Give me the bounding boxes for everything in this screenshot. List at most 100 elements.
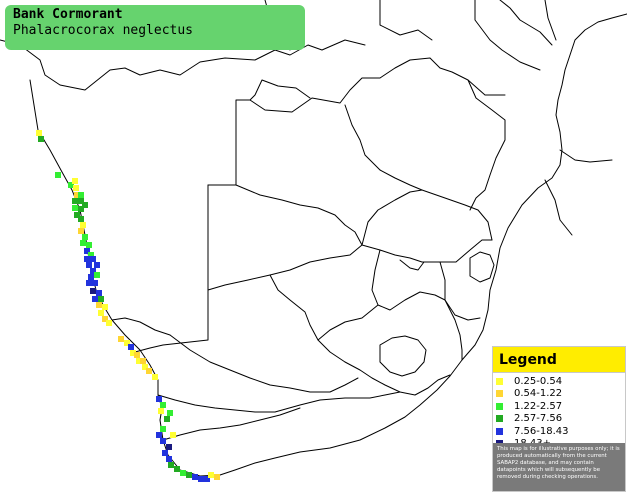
border-province-11	[162, 407, 301, 441]
occurrence-cell	[90, 288, 96, 294]
occurrence-cell	[180, 470, 186, 476]
border-province-10	[157, 391, 401, 413]
border-province-5	[269, 274, 346, 363]
occurrence-cell	[168, 462, 174, 468]
border-limpopo	[361, 189, 493, 246]
legend-item-label: 2.57-7.56	[514, 413, 563, 425]
occurrence-cell	[208, 472, 214, 478]
occurrence-cell	[102, 304, 108, 310]
occurrence-cell	[96, 302, 102, 308]
legend-swatch	[496, 415, 503, 423]
occurrence-cell	[156, 396, 162, 402]
occurrence-cell	[78, 216, 84, 222]
occurrence-cell	[94, 272, 100, 278]
border-north-4	[474, 0, 541, 71]
border-province-4	[207, 244, 363, 291]
occurrence-cell	[78, 206, 84, 212]
occurrence-cell	[80, 240, 86, 246]
border-misc-1	[399, 259, 425, 271]
occurrence-cell	[98, 310, 104, 316]
occurrence-cell	[124, 340, 130, 346]
occurrence-cell	[130, 350, 136, 356]
occurrence-cell	[72, 198, 78, 204]
occurrence-cell	[198, 476, 204, 482]
occurrence-cell	[156, 432, 162, 438]
occurrence-cell	[158, 408, 164, 414]
occurrence-cell	[174, 466, 180, 472]
border-north-1	[0, 39, 366, 91]
legend-item-label: 1.22-2.57	[514, 400, 563, 412]
border-province-2	[371, 249, 446, 311]
occurrence-cell	[86, 242, 92, 248]
border-province-1	[361, 239, 493, 263]
border-namibia-east	[207, 99, 251, 186]
border-botswana	[249, 57, 506, 113]
occurrence-cell	[142, 364, 148, 370]
border-eswatini	[469, 251, 495, 283]
occurrence-cell	[72, 205, 78, 211]
occurrence-cell	[98, 296, 104, 302]
legend-swatch	[496, 402, 503, 410]
species-common-name: Bank Cormorant	[13, 7, 123, 22]
occurrence-cell	[88, 274, 94, 280]
occurrence-cell	[118, 336, 124, 342]
border-caprivi	[249, 79, 311, 101]
occurrence-cell	[146, 368, 152, 374]
border-north-6	[544, 0, 557, 41]
legend-panel: Legend 0.25-0.54 0.54-1.22 1.22-2.57 2.5…	[492, 346, 626, 492]
border-misc-3	[544, 179, 573, 236]
legend-item: 0.25-0.54	[493, 375, 625, 388]
border-north-3	[379, 0, 433, 41]
occurrence-cell	[164, 416, 170, 422]
occurrence-cell	[160, 426, 166, 432]
occurrence-cell	[73, 185, 79, 191]
occurrence-cell	[72, 178, 78, 184]
species-title-box: Bank Cormorant Phalacrocorax neglectus	[5, 5, 305, 50]
species-scientific-name: Phalacrocorax neglectus	[13, 23, 194, 38]
occurrence-cell	[160, 438, 166, 444]
occurrence-cell	[36, 130, 42, 136]
legend-disclaimer: This map is for illustrative purposes on…	[493, 443, 625, 491]
border-orange-river	[111, 317, 171, 336]
border-misc-2	[559, 149, 613, 163]
occurrence-cell	[84, 248, 90, 254]
occurrence-cell	[102, 316, 108, 322]
border-province-8	[317, 304, 379, 341]
occurrence-cell	[140, 358, 146, 364]
legend-swatch	[496, 427, 503, 435]
occurrence-cell	[74, 212, 80, 218]
occurrence-cell	[78, 198, 84, 204]
occurrence-cell	[90, 268, 96, 274]
occurrence-cell	[204, 476, 210, 482]
border-zim-botswana	[344, 104, 423, 191]
occurrence-cell	[128, 344, 134, 350]
border-zim-moz	[467, 79, 506, 211]
border-north-5	[499, 0, 553, 46]
legend-item: 1.22-2.57	[493, 400, 625, 413]
occurrence-cell	[68, 182, 74, 188]
occurrence-cell	[160, 402, 166, 408]
occurrence-cells	[36, 130, 220, 482]
occurrence-cell	[94, 262, 100, 268]
occurrence-cell	[92, 280, 98, 286]
occurrence-cell	[152, 374, 158, 380]
legend-item: 2.57-7.56	[493, 413, 625, 426]
occurrence-cell	[96, 290, 102, 296]
occurrence-cell	[74, 192, 80, 198]
occurrence-cell	[134, 352, 140, 358]
legend-heading: Legend	[493, 347, 625, 373]
occurrence-cell	[186, 472, 192, 478]
occurrence-cell	[136, 358, 142, 364]
border-namibia-south	[134, 184, 209, 353]
coastline	[29, 13, 627, 477]
occurrence-cell	[80, 222, 86, 228]
border-province-7	[344, 361, 451, 396]
occurrence-cell	[78, 192, 84, 198]
legend-item-label: 0.54-1.22	[514, 388, 563, 400]
border-province-9	[444, 299, 463, 361]
occurrence-cell	[170, 432, 176, 438]
legend-list: 0.25-0.54 0.54-1.22 1.22-2.57 2.57-7.56 …	[493, 373, 625, 450]
occurrence-cell	[78, 228, 84, 234]
occurrence-cell	[166, 444, 172, 450]
